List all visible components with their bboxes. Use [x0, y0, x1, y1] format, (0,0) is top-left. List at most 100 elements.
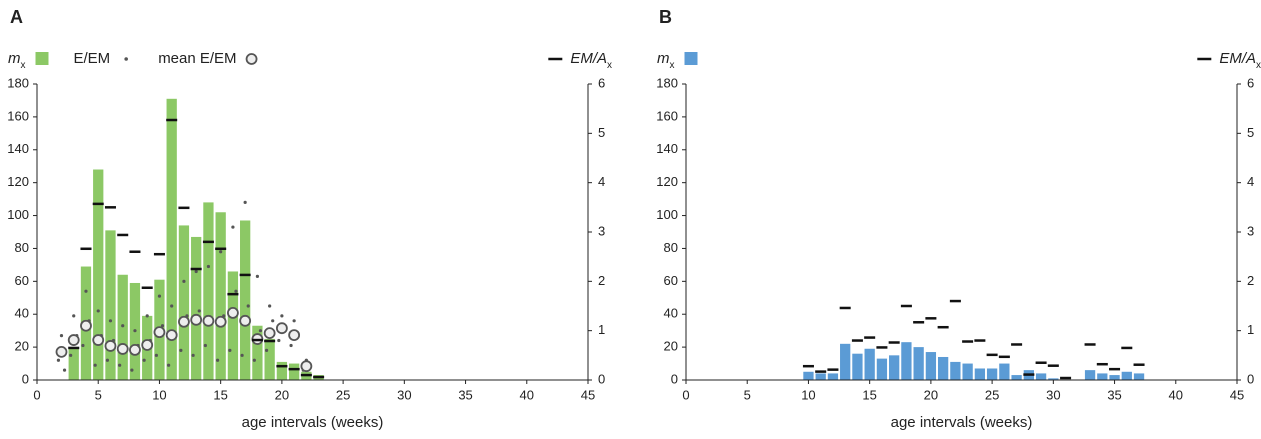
- bar: [93, 169, 104, 380]
- x-tick-label: 40: [520, 387, 534, 402]
- bar: [1097, 373, 1108, 380]
- legend-item: mx: [8, 50, 49, 71]
- legend-symbol: [684, 52, 698, 65]
- bar: [999, 363, 1010, 380]
- legend-subscript: x: [607, 60, 612, 71]
- point: [96, 309, 100, 313]
- mean-marker: [153, 326, 166, 339]
- mean-marker: [239, 314, 252, 327]
- bar: [1133, 373, 1145, 380]
- x-axis-label: age intervals (weeks): [242, 414, 384, 431]
- x-tick-label: 45: [1230, 387, 1244, 402]
- legend-item: E/EM: [74, 50, 128, 67]
- x-tick-label: 0: [33, 387, 40, 402]
- mean-marker: [178, 315, 190, 328]
- point: [268, 304, 272, 308]
- legend-item: mx: [657, 50, 698, 71]
- y2-tick-label: 1: [598, 322, 605, 337]
- point: [93, 363, 97, 367]
- mean-marker: [214, 315, 227, 328]
- bar: [215, 212, 226, 380]
- point: [179, 348, 183, 352]
- point: [191, 353, 195, 357]
- bar: [913, 347, 924, 380]
- bar: [1084, 370, 1096, 380]
- mean-marker: [275, 322, 288, 335]
- legend-subscript: x: [21, 60, 26, 71]
- point: [157, 294, 162, 298]
- bar: [203, 202, 214, 380]
- mean-marker: [300, 360, 313, 373]
- y-tick-label: 180: [656, 75, 678, 90]
- point: [246, 304, 250, 308]
- mean-marker: [165, 329, 178, 342]
- y-tick-label: 120: [7, 174, 29, 189]
- point: [121, 324, 125, 328]
- legend-name: E/EM: [74, 50, 111, 67]
- x-tick-label: 10: [801, 387, 815, 402]
- x-tick-label: 35: [458, 387, 472, 402]
- bar: [950, 361, 961, 380]
- point: [69, 353, 73, 357]
- point: [289, 343, 293, 348]
- bar: [852, 353, 863, 380]
- y-tick-label: 80: [15, 240, 29, 255]
- legend-label: E/EM: [74, 50, 111, 67]
- mean-marker: [141, 339, 154, 351]
- bar: [925, 352, 937, 380]
- legend-name: mean E/EM: [158, 50, 236, 67]
- legend-label: EM/Ax: [1219, 50, 1261, 71]
- x-tick-label: 15: [862, 387, 876, 402]
- bar: [986, 368, 998, 380]
- bar: [227, 271, 239, 380]
- legend-symbol: [124, 57, 128, 61]
- y2-tick-label: 6: [1247, 75, 1254, 90]
- point: [130, 368, 134, 372]
- point: [118, 363, 122, 367]
- mean-marker: [288, 329, 301, 342]
- bar: [276, 361, 288, 380]
- bar: [889, 355, 900, 380]
- mean-marker: [116, 343, 129, 355]
- point: [240, 353, 244, 357]
- point: [292, 319, 296, 323]
- point: [84, 289, 88, 293]
- y2-tick-label: 0: [1247, 371, 1254, 386]
- legend-symbol: [35, 52, 49, 65]
- y2-tick-label: 0: [598, 371, 605, 386]
- y-tick-label: 20: [664, 339, 678, 354]
- x-tick-label: 10: [152, 387, 166, 402]
- point: [105, 358, 110, 362]
- bar: [105, 230, 116, 380]
- y2-tick-label: 5: [1247, 125, 1254, 140]
- y-tick-label: 20: [15, 339, 29, 354]
- bar: [1121, 371, 1132, 380]
- y2-tick-label: 5: [598, 125, 605, 140]
- bar: [815, 373, 826, 380]
- point: [182, 279, 186, 283]
- x-tick-label: 25: [336, 387, 350, 402]
- point: [170, 304, 174, 308]
- legend-name: m: [657, 50, 670, 67]
- mean-marker: [263, 327, 276, 340]
- x-tick-label: 30: [397, 387, 411, 402]
- legend-name: m: [8, 50, 21, 67]
- point: [243, 200, 247, 204]
- x-tick-label: 35: [1107, 387, 1121, 402]
- y-tick-label: 40: [664, 306, 678, 321]
- y2-tick-label: 4: [598, 174, 605, 189]
- point: [258, 329, 263, 333]
- legend-label: EM/Ax: [570, 50, 612, 71]
- x-tick-label: 5: [95, 387, 102, 402]
- bar: [1035, 373, 1047, 380]
- bar: [288, 363, 300, 380]
- bar: [827, 373, 839, 380]
- x-tick-label: 20: [275, 387, 289, 402]
- bar: [117, 274, 128, 380]
- y-tick-label: 140: [7, 141, 29, 156]
- y-tick-label: 60: [15, 273, 29, 288]
- bar: [864, 348, 875, 380]
- point: [219, 250, 223, 254]
